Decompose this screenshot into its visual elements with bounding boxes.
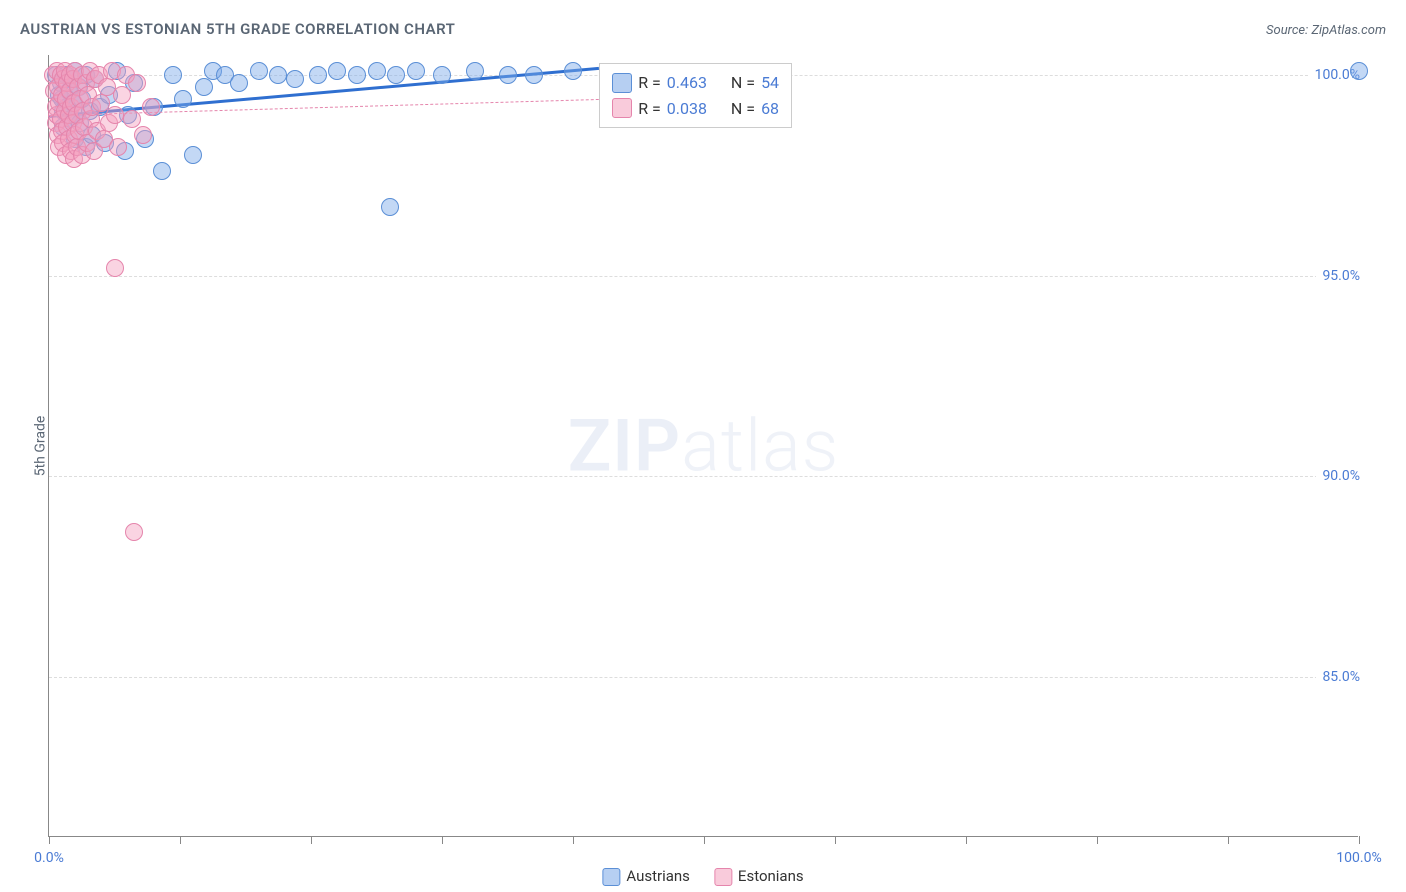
r-label: R = — [638, 70, 661, 96]
data-point-estonians — [125, 523, 143, 541]
legend-swatch — [612, 98, 632, 118]
x-tick — [1097, 836, 1098, 844]
data-point-austrians — [286, 70, 304, 88]
x-tick — [1228, 836, 1229, 844]
data-point-estonians — [128, 74, 146, 92]
x-tick — [704, 836, 705, 844]
x-tick — [180, 836, 181, 844]
r-label: R = — [638, 96, 661, 122]
n-label: N = — [731, 70, 755, 96]
data-point-austrians — [309, 66, 327, 84]
y-axis-title: 5th Grade — [32, 416, 48, 477]
data-point-austrians — [153, 162, 171, 180]
r-value: 0.463 — [667, 70, 707, 96]
legend-swatch — [714, 868, 732, 886]
data-point-austrians — [368, 62, 386, 80]
data-point-austrians — [407, 62, 425, 80]
data-point-austrians — [164, 66, 182, 84]
y-tick-label: 90.0% — [1316, 468, 1360, 484]
data-point-austrians — [230, 74, 248, 92]
plot-area: ZIPatlas 85.0%90.0%95.0%100.0%0.0%100.0%… — [48, 55, 1358, 837]
legend-swatch — [612, 73, 632, 93]
gridline — [49, 677, 1358, 678]
data-point-austrians — [269, 66, 287, 84]
y-tick-label: 95.0% — [1316, 268, 1360, 284]
correlation-legend: R = 0.463 N = 54R = 0.038 N = 68 — [599, 63, 792, 128]
header: AUSTRIAN VS ESTONIAN 5TH GRADE CORRELATI… — [20, 20, 1386, 38]
x-tick — [1359, 836, 1360, 844]
source-prefix: Source: — [1266, 23, 1311, 38]
gridline — [49, 476, 1358, 477]
data-point-austrians — [387, 66, 405, 84]
source-attribution: Source: ZipAtlas.com — [1266, 23, 1386, 38]
y-tick-label: 85.0% — [1316, 669, 1360, 685]
data-point-austrians — [564, 62, 582, 80]
correlation-legend-row: R = 0.463 N = 54 — [612, 70, 779, 96]
gridline — [49, 276, 1358, 277]
bottom-legend-item: Austrians — [602, 867, 690, 886]
data-point-austrians — [174, 90, 192, 108]
data-point-estonians — [123, 110, 141, 128]
data-point-austrians — [1350, 62, 1368, 80]
x-tick — [966, 836, 967, 844]
data-point-austrians — [381, 198, 399, 216]
data-point-austrians — [499, 66, 517, 84]
n-label: N = — [731, 96, 755, 122]
data-point-austrians — [348, 66, 366, 84]
bottom-legend: Austrians Estonians — [602, 867, 803, 886]
n-value: 54 — [761, 70, 779, 96]
bottom-legend-item: Estonians — [714, 867, 804, 886]
data-point-austrians — [433, 66, 451, 84]
data-point-estonians — [134, 126, 152, 144]
legend-label: Estonians — [738, 867, 804, 885]
r-value: 0.038 — [667, 96, 707, 122]
x-tick — [49, 836, 50, 844]
source-name: ZipAtlas.com — [1311, 23, 1386, 38]
legend-label: Austrians — [626, 867, 690, 885]
x-tick — [311, 836, 312, 844]
x-tick-label-left: 0.0% — [34, 850, 64, 866]
data-point-estonians — [106, 259, 124, 277]
n-value: 68 — [761, 96, 779, 122]
correlation-legend-row: R = 0.038 N = 68 — [612, 96, 779, 122]
x-tick — [835, 836, 836, 844]
legend-swatch — [602, 868, 620, 886]
data-point-austrians — [466, 62, 484, 80]
x-tick — [573, 836, 574, 844]
data-point-austrians — [525, 66, 543, 84]
data-point-estonians — [113, 86, 131, 104]
chart-title: AUSTRIAN VS ESTONIAN 5TH GRADE CORRELATI… — [20, 20, 455, 38]
data-point-austrians — [250, 62, 268, 80]
data-point-austrians — [195, 78, 213, 96]
data-point-austrians — [184, 146, 202, 164]
data-point-estonians — [142, 98, 160, 116]
data-point-estonians — [106, 106, 124, 124]
data-point-estonians — [109, 138, 127, 156]
x-tick-label-right: 100.0% — [1336, 850, 1381, 866]
x-tick — [442, 836, 443, 844]
data-point-austrians — [328, 62, 346, 80]
